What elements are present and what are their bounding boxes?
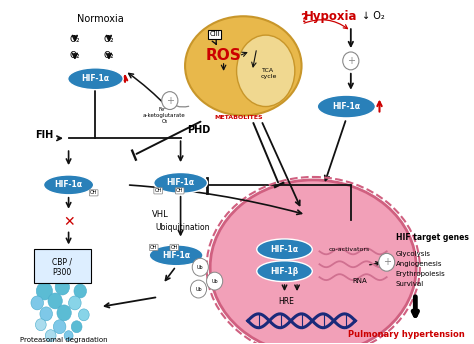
Ellipse shape bbox=[154, 172, 208, 193]
Ellipse shape bbox=[257, 261, 312, 282]
Circle shape bbox=[48, 293, 62, 309]
Text: ↓ O₂: ↓ O₂ bbox=[362, 11, 384, 21]
Text: O₂: O₂ bbox=[70, 35, 80, 44]
Ellipse shape bbox=[237, 35, 295, 107]
Circle shape bbox=[64, 331, 73, 341]
Circle shape bbox=[36, 319, 46, 331]
Circle shape bbox=[55, 279, 70, 295]
Circle shape bbox=[379, 253, 395, 271]
Ellipse shape bbox=[257, 239, 312, 260]
Text: OH: OH bbox=[150, 245, 157, 250]
Circle shape bbox=[343, 52, 359, 70]
Text: HIF-1α: HIF-1α bbox=[332, 102, 360, 111]
Text: co-activators: co-activators bbox=[328, 247, 370, 252]
Text: Survival: Survival bbox=[396, 281, 424, 287]
Text: HIF-1α: HIF-1α bbox=[55, 180, 82, 190]
Text: O₂: O₂ bbox=[104, 35, 114, 44]
Text: Ub: Ub bbox=[197, 265, 204, 270]
Text: OH: OH bbox=[155, 189, 162, 193]
Text: +: + bbox=[383, 257, 391, 267]
Text: ROS: ROS bbox=[206, 49, 241, 63]
Circle shape bbox=[71, 321, 82, 333]
Ellipse shape bbox=[210, 180, 416, 344]
Text: HIF-1α: HIF-1α bbox=[166, 179, 195, 187]
Text: O₂: O₂ bbox=[104, 52, 114, 61]
Circle shape bbox=[78, 309, 89, 321]
Text: CIII: CIII bbox=[209, 31, 220, 37]
Circle shape bbox=[162, 92, 178, 109]
Text: OH: OH bbox=[171, 245, 178, 250]
Text: CBP /
P300: CBP / P300 bbox=[52, 258, 73, 277]
Text: Normoxia: Normoxia bbox=[77, 14, 123, 24]
Text: HIF-1α: HIF-1α bbox=[82, 74, 109, 83]
Text: RNA: RNA bbox=[352, 278, 367, 284]
Text: TCA
cycle: TCA cycle bbox=[260, 68, 277, 79]
Text: Ubiquitination: Ubiquitination bbox=[155, 223, 210, 232]
FancyBboxPatch shape bbox=[34, 249, 91, 283]
Text: Fe²⁺
a-ketoglutarate
O₂: Fe²⁺ a-ketoglutarate O₂ bbox=[143, 107, 186, 124]
Circle shape bbox=[40, 307, 53, 321]
Text: FIH: FIH bbox=[35, 130, 54, 140]
Text: Pulmonary hypertension: Pulmonary hypertension bbox=[348, 330, 465, 339]
Circle shape bbox=[31, 296, 44, 310]
Text: OH: OH bbox=[90, 190, 98, 195]
Text: HRE: HRE bbox=[278, 298, 294, 307]
Text: ✕: ✕ bbox=[63, 215, 74, 229]
Text: Proteasomal degradation: Proteasomal degradation bbox=[20, 337, 108, 343]
Circle shape bbox=[36, 282, 53, 300]
Text: HIF-1α: HIF-1α bbox=[271, 245, 299, 254]
Circle shape bbox=[69, 296, 81, 310]
Text: ?: ? bbox=[301, 12, 308, 25]
Text: Ub: Ub bbox=[195, 287, 202, 292]
Circle shape bbox=[46, 330, 56, 342]
Text: +: + bbox=[347, 56, 355, 66]
Text: HIF target genes: HIF target genes bbox=[396, 233, 468, 242]
Text: OH: OH bbox=[176, 189, 183, 193]
Circle shape bbox=[192, 258, 209, 276]
Ellipse shape bbox=[68, 68, 123, 90]
Text: Glycolysis: Glycolysis bbox=[396, 251, 430, 257]
Text: VHL: VHL bbox=[152, 210, 169, 219]
Circle shape bbox=[74, 284, 87, 298]
Circle shape bbox=[191, 280, 207, 298]
Text: PHD: PHD bbox=[187, 125, 210, 135]
Text: Erythropoiesis: Erythropoiesis bbox=[396, 271, 446, 277]
Text: Angiogenesis: Angiogenesis bbox=[396, 261, 442, 267]
Ellipse shape bbox=[44, 175, 94, 195]
Text: HIF-1α: HIF-1α bbox=[162, 251, 190, 260]
Ellipse shape bbox=[317, 95, 375, 118]
Ellipse shape bbox=[149, 245, 203, 266]
Circle shape bbox=[54, 320, 66, 334]
Circle shape bbox=[207, 272, 223, 290]
Circle shape bbox=[57, 305, 71, 321]
Text: Hypoxia: Hypoxia bbox=[304, 10, 358, 23]
Ellipse shape bbox=[185, 16, 301, 116]
Text: Ub: Ub bbox=[211, 279, 218, 283]
Text: METABOLITES: METABOLITES bbox=[215, 115, 263, 120]
Text: O₂: O₂ bbox=[70, 52, 80, 61]
Text: +: + bbox=[166, 96, 174, 106]
Text: HIF-1β: HIF-1β bbox=[270, 267, 299, 276]
